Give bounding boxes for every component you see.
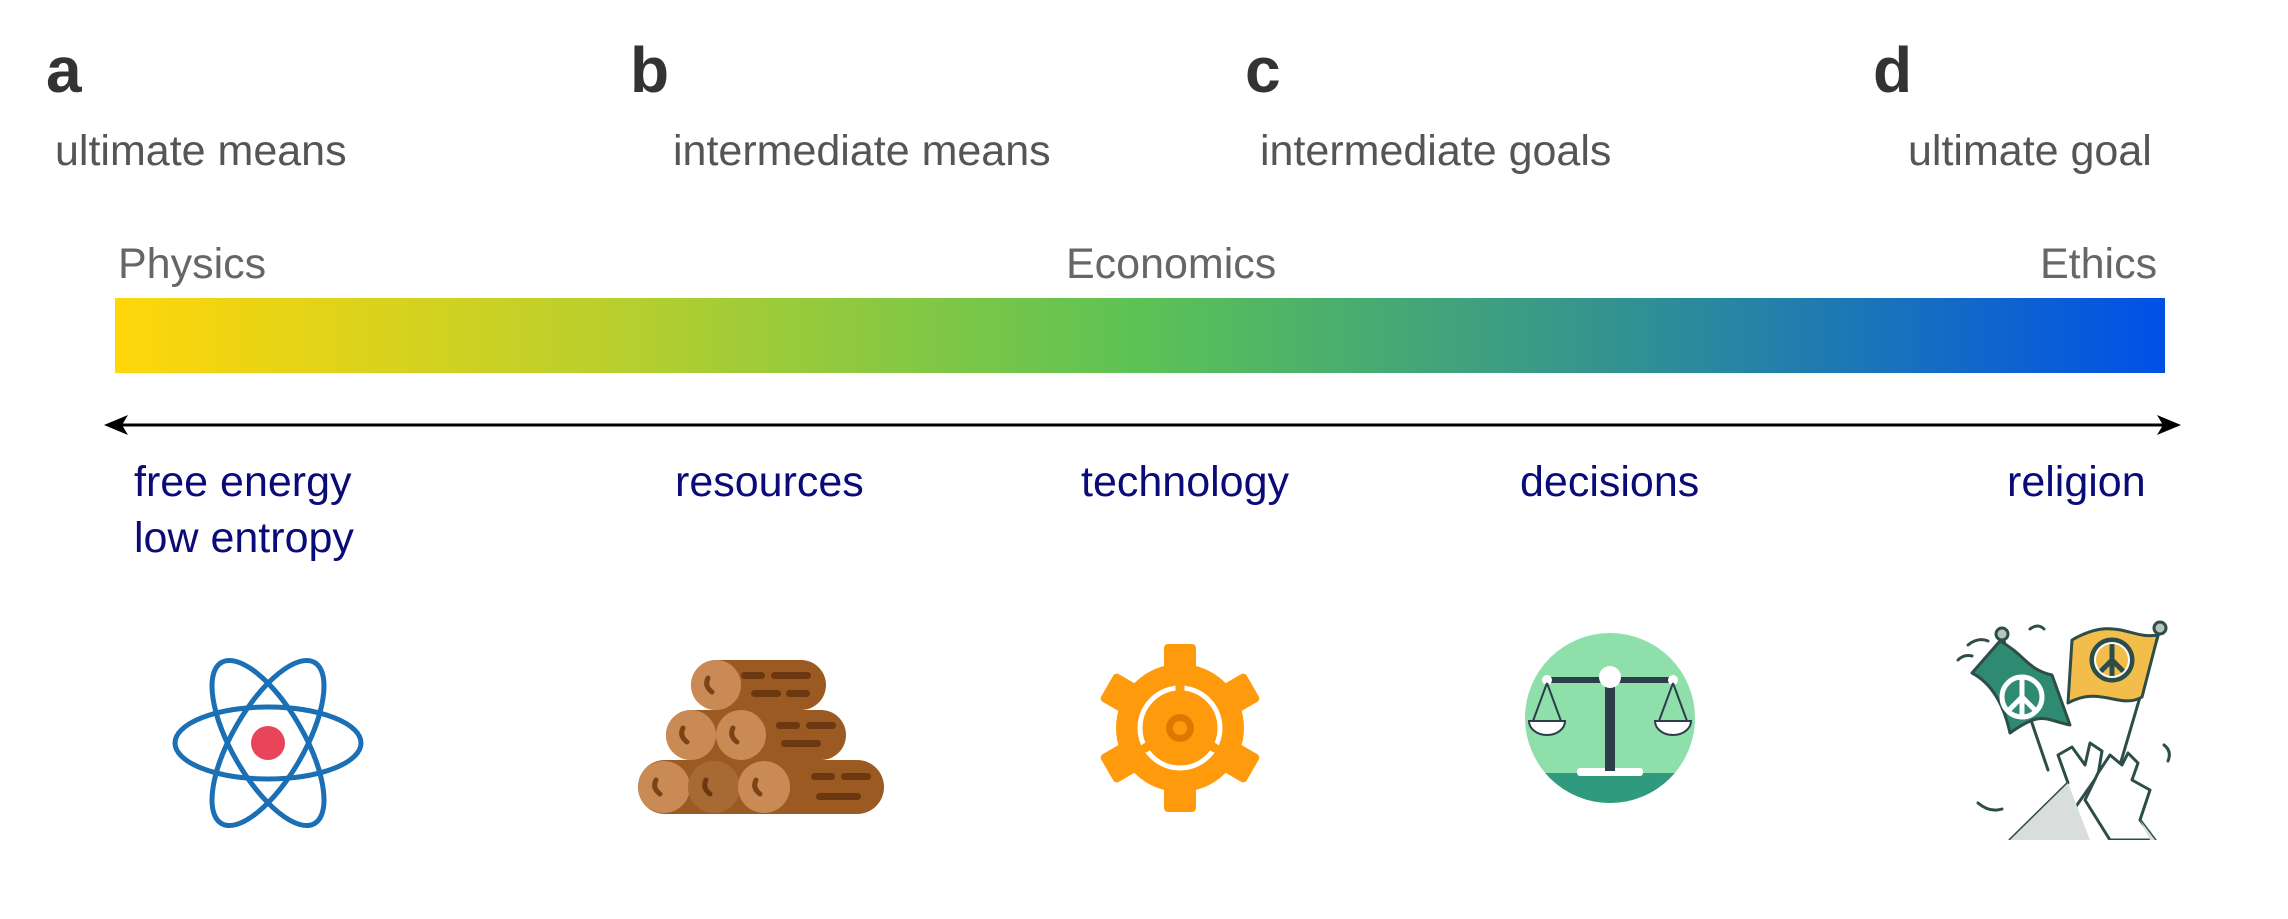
peace-flags-icon — [1956, 620, 2171, 840]
axis-label-ethics: Ethics — [2040, 240, 2158, 288]
atom-icon — [172, 657, 364, 829]
scales-icon — [1525, 633, 1695, 803]
term-religion: religion — [2007, 458, 2146, 506]
logs-icon — [638, 660, 884, 814]
panel-subtitle-d: ultimate goal — [1908, 127, 2152, 175]
gradient-bar — [115, 298, 2165, 373]
term-free-energy: free energy low entropy — [134, 455, 354, 567]
axis-label-physics: Physics — [118, 240, 267, 288]
term-decisions: decisions — [1520, 458, 1700, 506]
term-resources: resources — [675, 458, 864, 506]
axis-label-economics: Economics — [1066, 240, 1277, 288]
panel-letter-d: d — [1873, 34, 1913, 106]
term-free-energy-line2: low entropy — [134, 513, 354, 562]
panel-letter-b: b — [630, 34, 670, 106]
double-arrow — [104, 415, 2181, 435]
term-technology: technology — [1081, 458, 1289, 506]
gear-icon — [1100, 644, 1260, 812]
panel-subtitle-c: intermediate goals — [1260, 127, 1612, 175]
panel-subtitle-b: intermediate means — [673, 127, 1051, 175]
panel-letter-a: a — [46, 34, 82, 106]
term-free-energy-line1: free energy — [134, 458, 352, 506]
panel-subtitle-a: ultimate means — [55, 127, 347, 175]
panel-letter-c: c — [1245, 34, 1281, 106]
